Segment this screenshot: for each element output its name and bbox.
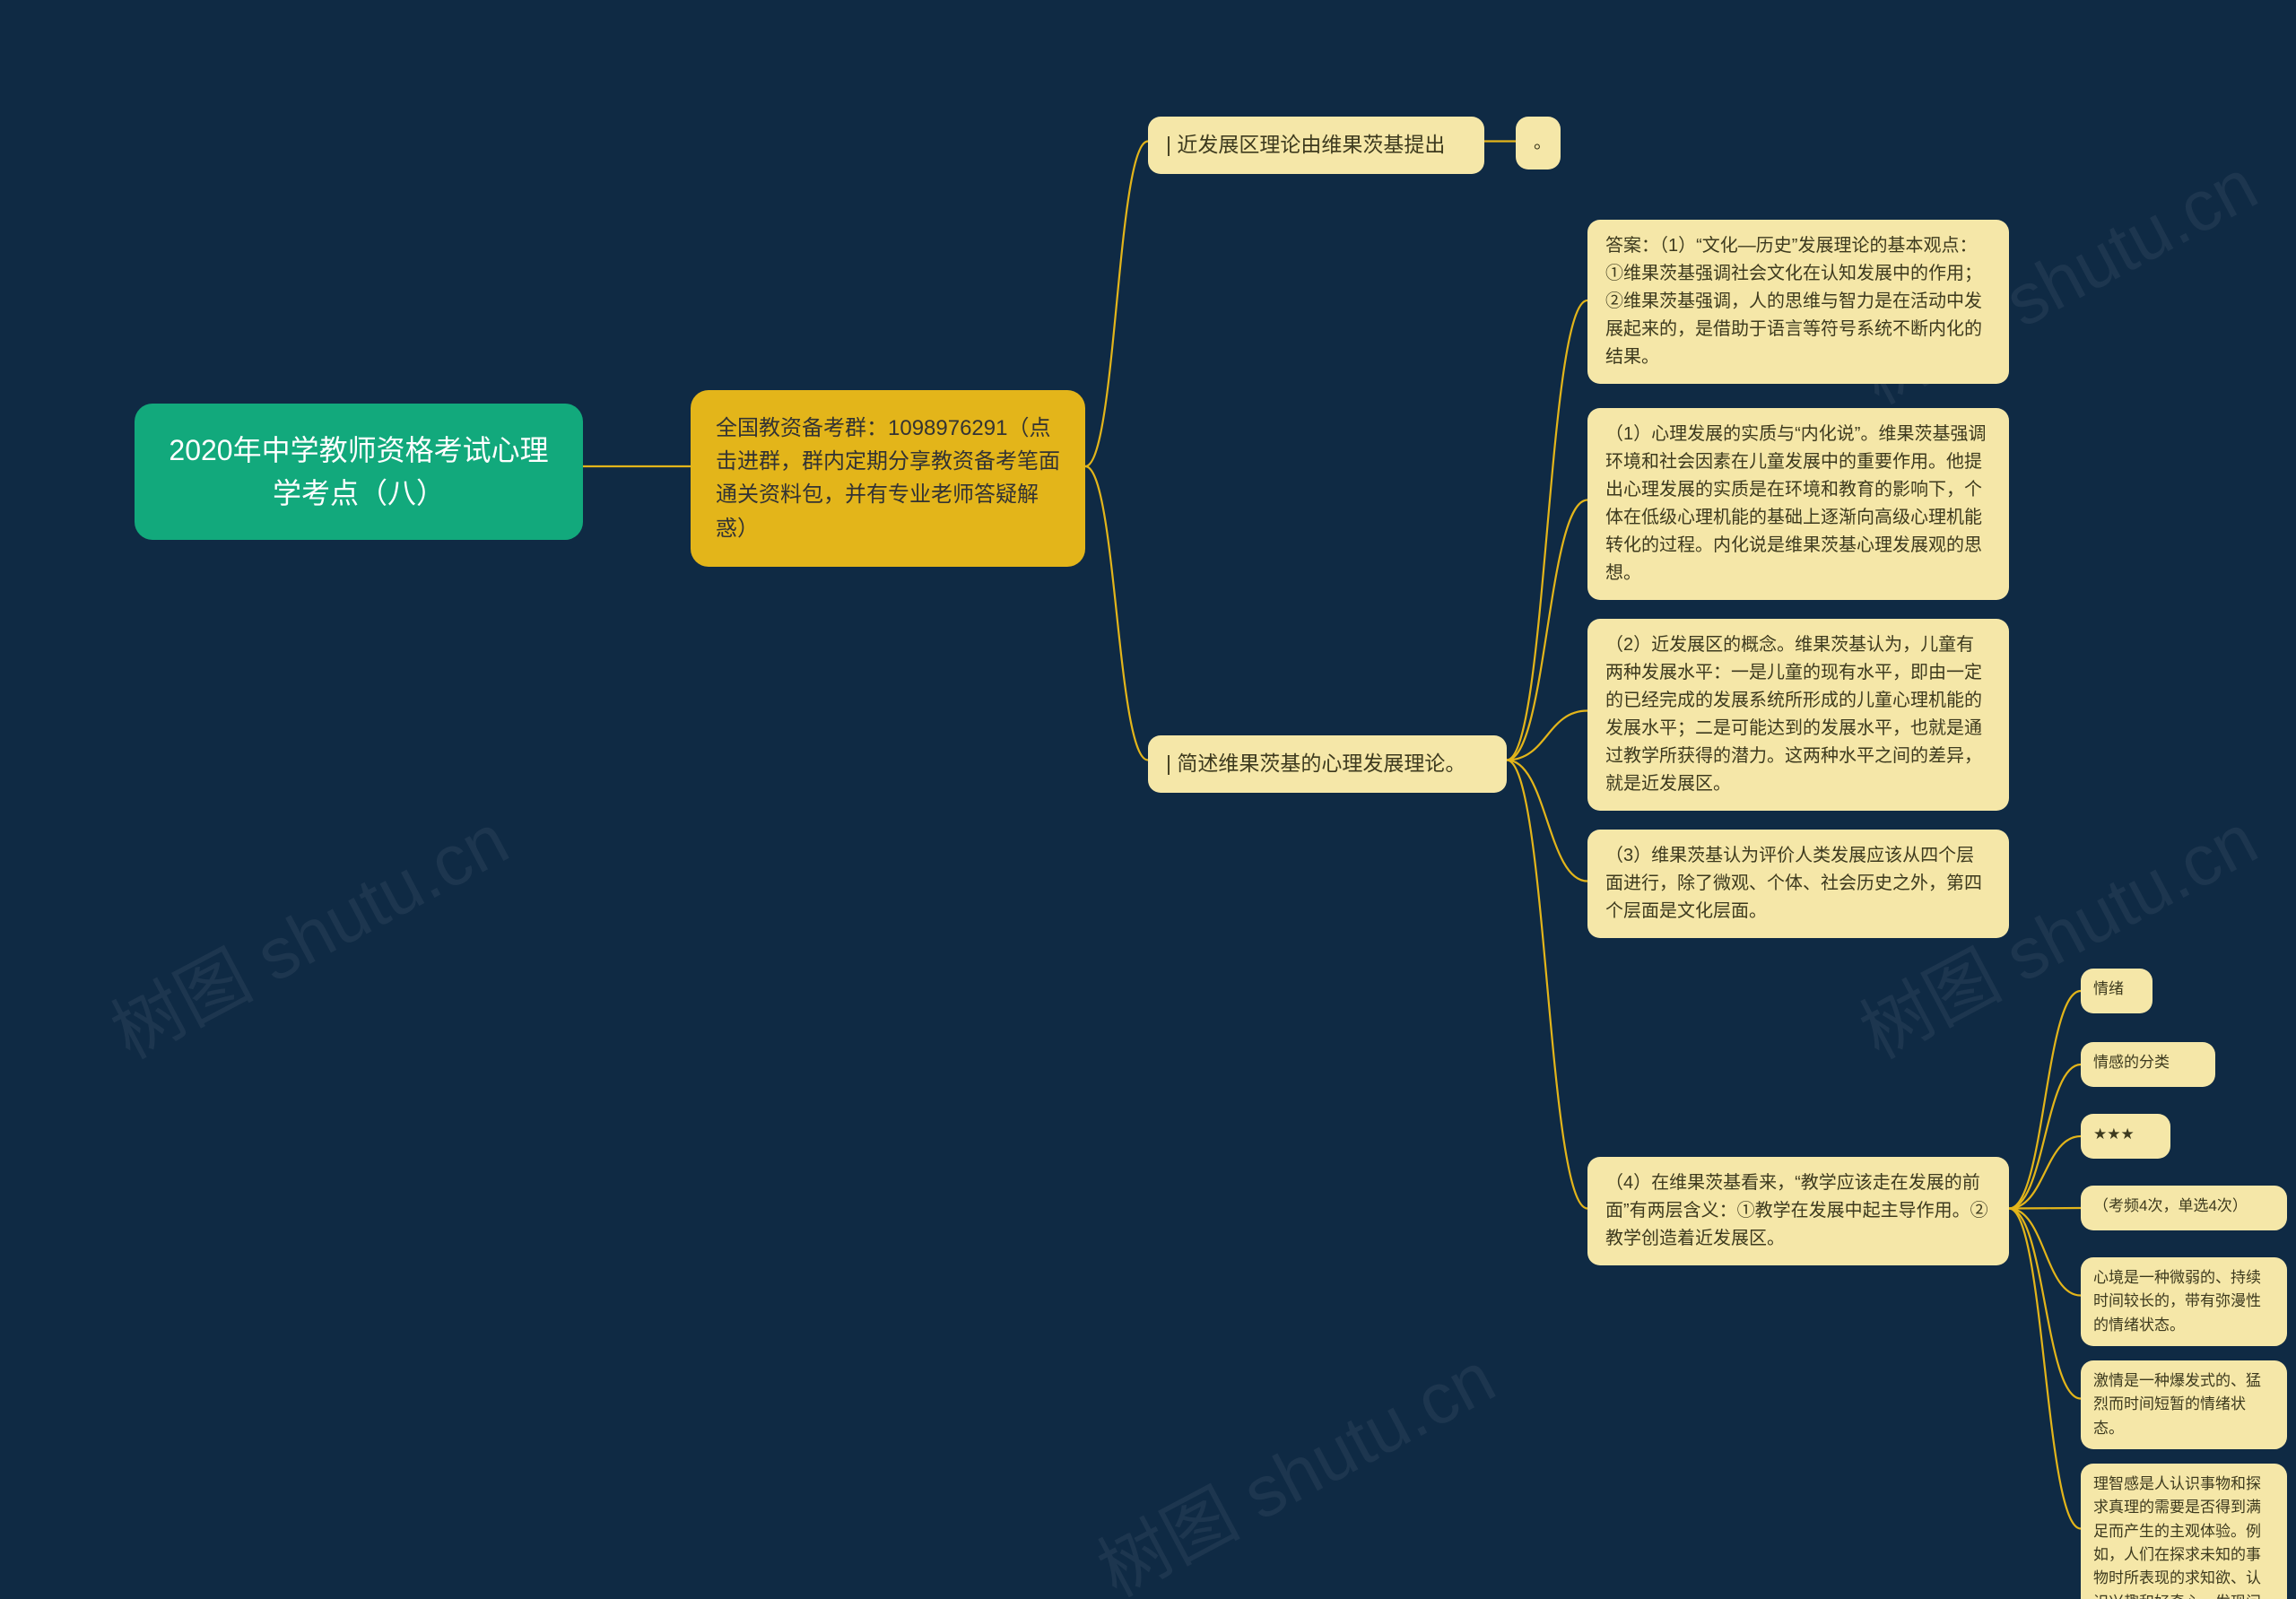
topic-node[interactable]: | 简述维果茨基的心理发展理论。 (1148, 735, 1507, 793)
leaf-node[interactable]: 。 (1516, 117, 1561, 169)
sub-leaf-node[interactable]: 情感的分类 (2081, 1042, 2215, 1087)
leaf-node[interactable]: （1）心理发展的实质与“内化说”。维果茨基强调环境和社会因素在儿童发展中的重要作… (1587, 408, 2009, 600)
watermark: 树图 shutu.cn (1077, 1321, 1509, 1599)
sub-leaf-node[interactable]: 心境是一种微弱的、持续时间较长的，带有弥漫性的情绪状态。 (2081, 1257, 2287, 1346)
leaf-node[interactable]: 答案：（1）“文化—历史”发展理论的基本观点：①维果茨基强调社会文化在认知发展中… (1587, 220, 2009, 384)
sub-leaf-node[interactable]: 激情是一种爆发式的、猛烈而时间短暂的情绪状态。 (2081, 1360, 2287, 1449)
leaf-node[interactable]: （4）在维果茨基看来，“教学应该走在发展的前面”有两层含义：①教学在发展中起主导… (1587, 1157, 2009, 1265)
mindmap-canvas: 树图 shutu.cn 树图 shutu.cn 树图 shutu.cn 树图 s… (0, 0, 2296, 1599)
sub-leaf-node[interactable]: （考频4次，单选4次） (2081, 1186, 2287, 1230)
sub-leaf-node[interactable]: ★★★ (2081, 1114, 2170, 1159)
leaf-node[interactable]: （3）维果茨基认为评价人类发展应该从四个层面进行，除了微观、个体、社会历史之外，… (1587, 830, 2009, 938)
sub-leaf-node[interactable]: 情绪 (2081, 969, 2152, 1013)
hub-node[interactable]: 全国教资备考群：1098976291（点击进群，群内定期分享教资备考笔面通关资料… (691, 390, 1085, 567)
sub-leaf-node[interactable]: 理智感是人认识事物和探求真理的需要是否得到满足而产生的主观体验。例如，人们在探求… (2081, 1464, 2287, 1599)
watermark: 树图 shutu.cn (91, 783, 523, 1079)
root-node[interactable]: 2020年中学教师资格考试心理学考点（八） (135, 404, 583, 540)
leaf-node[interactable]: （2）近发展区的概念。维果茨基认为，儿童有两种发展水平：一是儿童的现有水平，即由… (1587, 619, 2009, 811)
topic-node[interactable]: | 近发展区理论由维果茨基提出 (1148, 117, 1484, 174)
